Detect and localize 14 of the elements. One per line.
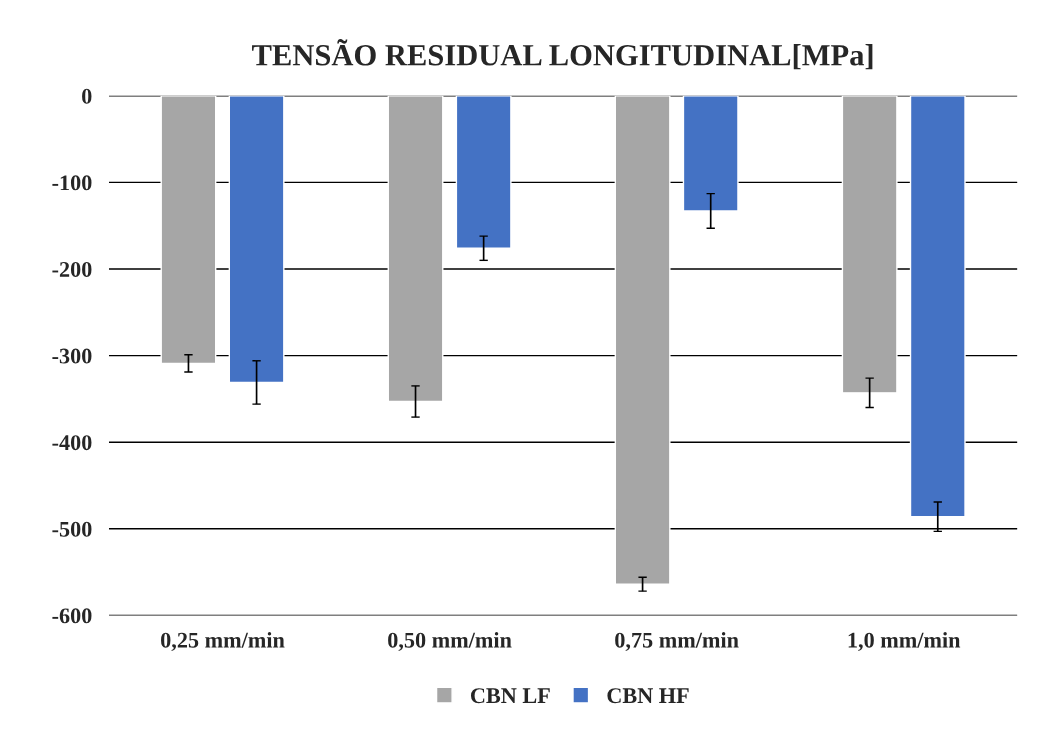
y-tick-label: -100 [52, 175, 92, 191]
chart-title: TENSÃO RESIDUAL LONGITUDINAL[MPa] [252, 39, 873, 70]
y-tick-label: -600 [52, 608, 92, 624]
x-tick-label: 1,0 mm/min [848, 632, 961, 651]
x-tick-label: 0,75 mm/min [615, 632, 739, 651]
y-tick-label: -400 [52, 435, 92, 451]
y-tick-label: 0 [82, 88, 92, 104]
y-tick-label: -300 [52, 348, 92, 364]
y-tick-label: -500 [52, 521, 92, 537]
y-tick-label: -200 [52, 261, 92, 277]
legend-label: CBN HF [607, 688, 689, 704]
x-tick-label: 0,50 mm/min [388, 632, 512, 651]
x-tick-label: 0,25 mm/min [161, 632, 285, 651]
legend-label: CBN LF [470, 688, 550, 704]
